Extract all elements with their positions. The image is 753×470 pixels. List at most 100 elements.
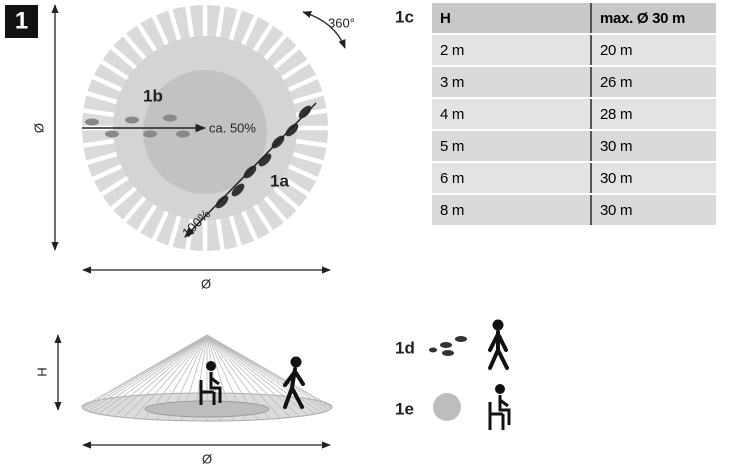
ray-gap (98, 58, 129, 81)
badge-box (5, 5, 38, 38)
ray-gap (80, 138, 115, 149)
arrow-a (184, 102, 317, 238)
cone-ray (206, 334, 246, 421)
ray-gap (167, 7, 182, 41)
cell: 20 m (591, 34, 716, 67)
ray-gap (84, 151, 118, 166)
ray-gap (80, 107, 115, 118)
diameter-h: Ø (201, 276, 211, 291)
table-row: 2 m 20 m (432, 34, 716, 67)
rotation-arrow (302, 10, 346, 49)
ray-gap (281, 175, 312, 198)
table-row: 4 m 28 m (432, 98, 716, 131)
legend-seated: 1e (395, 399, 414, 418)
table-row: 5 m 30 m (432, 130, 716, 163)
footprints-b (85, 114, 190, 138)
cone-ray (206, 334, 322, 414)
ray-gap (215, 3, 226, 38)
ray-gap (167, 215, 182, 249)
cone-ray (87, 334, 208, 412)
ray-gap (263, 32, 289, 60)
cell: 8 m (432, 194, 592, 227)
table-row: 8 m 30 m (432, 194, 716, 227)
cell: 30 m (591, 194, 716, 227)
cone-ray (98, 334, 208, 415)
badge: 1 (15, 7, 28, 34)
ray-gap (228, 215, 243, 249)
ray-gap (151, 210, 169, 243)
ray-gap (295, 138, 330, 149)
half-label: ca. 50% (209, 120, 256, 135)
ray-gap (252, 204, 275, 235)
ray-gap (287, 164, 320, 182)
side-diameter: Ø (202, 451, 212, 466)
cone-ray (206, 334, 333, 408)
cell: 28 m (591, 98, 716, 131)
legend-zone (433, 393, 461, 421)
seated-person (199, 361, 222, 405)
cone-ray (133, 334, 208, 419)
cone-ray (123, 334, 208, 418)
ray-gap (287, 74, 320, 92)
ray-gap (90, 74, 123, 92)
ray-gap (241, 13, 259, 46)
ray-gap (241, 210, 259, 243)
cell: 26 m (591, 66, 716, 99)
ray-gap (281, 58, 312, 81)
header-cell: H (432, 3, 592, 35)
table-row: 6 m 30 m (432, 162, 716, 195)
cone-ray (206, 334, 309, 416)
ray-gap (98, 175, 129, 198)
walking-person (283, 356, 305, 409)
cone-ray (144, 334, 208, 420)
cell: 6 m (432, 162, 592, 195)
ray-gap (252, 21, 275, 52)
ray-gap (84, 90, 118, 105)
cone-ray (193, 334, 208, 421)
cell: 30 m (591, 162, 716, 195)
cone-ray (206, 334, 281, 419)
cell: 4 m (432, 98, 592, 131)
table-row: 3 m 26 m (432, 66, 716, 99)
height-label: H (34, 367, 49, 376)
ray-gap (228, 7, 243, 41)
ray-gap (292, 90, 326, 105)
label-b: 1b (143, 86, 163, 105)
rotation-label: 360° (328, 15, 355, 30)
header-cell: max. Ø 30 m (591, 3, 716, 35)
legend-walking: 1d (395, 338, 415, 357)
ray-gap (292, 151, 326, 166)
ray-gap (151, 13, 169, 46)
ray-gap (263, 196, 289, 224)
cone-ray (206, 334, 291, 418)
cone-ray (206, 334, 301, 417)
label-a: 1a (270, 171, 289, 190)
cell: 5 m (432, 130, 592, 163)
cone-ray (206, 334, 221, 421)
cone-ray (180, 334, 208, 421)
ray-gap (109, 44, 137, 70)
cone-ray (206, 334, 270, 420)
cone-ray (105, 334, 208, 416)
cone-ray (92, 334, 208, 414)
ray-gap (90, 164, 123, 182)
cone-ray (155, 334, 208, 420)
cone-ray (168, 334, 208, 421)
cell: 2 m (432, 34, 592, 67)
cone-ray (113, 334, 208, 417)
legend-seated-person (488, 384, 511, 430)
ray-gap (135, 21, 158, 52)
ray-gap (273, 186, 301, 212)
legend-walking-person (488, 319, 509, 370)
cone-ray (206, 334, 259, 420)
cell: 3 m (432, 66, 592, 99)
ray-gap (215, 218, 226, 253)
diameter-v: Ø (31, 123, 46, 133)
ray-gap (121, 196, 147, 224)
ray-gap (109, 186, 137, 212)
ray-gap (135, 204, 158, 235)
ray-gap (184, 3, 195, 38)
ray-gap (273, 44, 301, 70)
